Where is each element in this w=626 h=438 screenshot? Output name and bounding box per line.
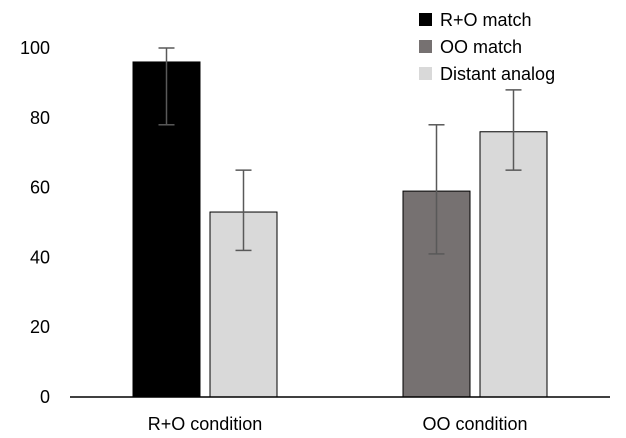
legend-label: R+O match: [440, 10, 532, 30]
legend-swatch: [419, 40, 432, 53]
error-bar: [235, 169, 252, 252]
legend-swatch: [419, 67, 432, 80]
legend: R+O match OO match Distant analog: [419, 10, 555, 84]
y-tick-label: 40: [30, 247, 50, 267]
legend-label: Distant analog: [440, 64, 555, 84]
error-bar: [505, 89, 522, 171]
x-category-labels: R+O condition OO condition: [148, 414, 528, 434]
x-category-label: R+O condition: [148, 414, 263, 434]
y-tick-label: 80: [30, 108, 50, 128]
bar: [479, 131, 548, 398]
y-tick-label: 60: [30, 178, 50, 198]
y-tick-label: 0: [40, 387, 50, 407]
error-bar: [158, 47, 175, 126]
legend-label: OO match: [440, 37, 522, 57]
legend-swatch: [419, 13, 432, 26]
error-bar: [428, 124, 445, 255]
y-tick-labels: 0 20 40 60 80 100: [20, 38, 50, 407]
bars: [132, 61, 548, 398]
error-bars: [158, 47, 522, 255]
x-category-label: OO condition: [422, 414, 527, 434]
y-tick-label: 20: [30, 317, 50, 337]
y-tick-label: 100: [20, 38, 50, 58]
